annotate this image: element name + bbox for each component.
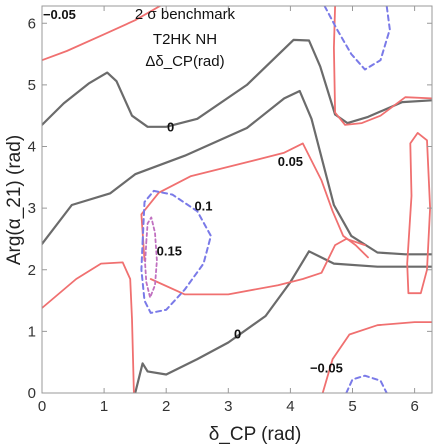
y-tick-label-3: 3 [28, 200, 36, 217]
contour-line-2 [134, 250, 432, 393]
contour-line-12 [323, 6, 391, 71]
contour-line-13 [345, 374, 388, 393]
contour-label-3: 0.1 [194, 198, 212, 213]
contour-line-10 [140, 189, 212, 314]
x-tick-label-6: 6 [410, 398, 418, 415]
x-tick-label-2: 2 [162, 398, 170, 415]
y-tick-label-0: 0 [28, 385, 36, 402]
y-axis-title: Arg(α_21) (rad) [4, 135, 25, 265]
contour-label-1: 0 [167, 119, 174, 134]
note-experiment: T2HK NH [153, 31, 217, 48]
axis-ticks: 0 1 2 3 4 5 6 0 1 2 3 4 5 6 [28, 6, 432, 415]
contour-line-0 [42, 89, 432, 256]
y-tick-label-4: 4 [28, 139, 36, 156]
contour-line-9 [406, 132, 431, 295]
contour-line-4 [42, 261, 135, 393]
y-tick-label-2: 2 [28, 262, 36, 279]
contour-label-2: 0.05 [278, 154, 303, 169]
x-tick-label-3: 3 [224, 398, 232, 415]
x-tick-label-5: 5 [348, 398, 356, 415]
contour-lines [42, 6, 432, 393]
contour-labels: −0.05 0 0.05 0.1 0.15 0 −0.05 [43, 7, 343, 375]
contour-label-5: 0 [234, 327, 241, 342]
plot-frame [41, 5, 433, 394]
y-tick-label-6: 6 [28, 15, 36, 32]
contour-label-0: −0.05 [43, 7, 76, 22]
y-tick-label-5: 5 [28, 77, 36, 94]
contour-label-6: −0.05 [310, 360, 343, 375]
contour-line-5 [140, 142, 369, 262]
contour-label-4: 0.15 [157, 243, 182, 258]
x-tick-label-0: 0 [38, 398, 46, 415]
x-axis-title: δ_CP (rad) [209, 424, 302, 445]
contour-line-3 [42, 6, 161, 62]
note-benchmark: 2 σ benchmark [135, 6, 236, 23]
x-tick-label-4: 4 [286, 398, 294, 415]
note-quantity: Δδ_CP(rad) [145, 53, 224, 70]
contour-line-6 [149, 238, 366, 296]
contour-line-8 [321, 321, 432, 393]
contour-line-7 [333, 6, 432, 126]
contour-line-1 [42, 38, 432, 128]
contour-line-11 [144, 216, 158, 299]
y-tick-label-1: 1 [28, 323, 36, 340]
x-tick-label-1: 1 [100, 398, 108, 415]
